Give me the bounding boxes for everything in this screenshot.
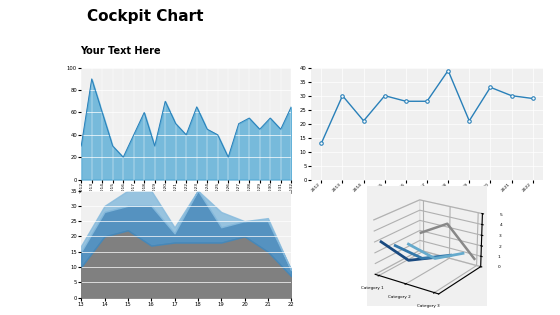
Text: Cockpit Chart: Cockpit Chart [87,9,203,25]
Text: Your Text Here: Your Text Here [80,46,161,56]
